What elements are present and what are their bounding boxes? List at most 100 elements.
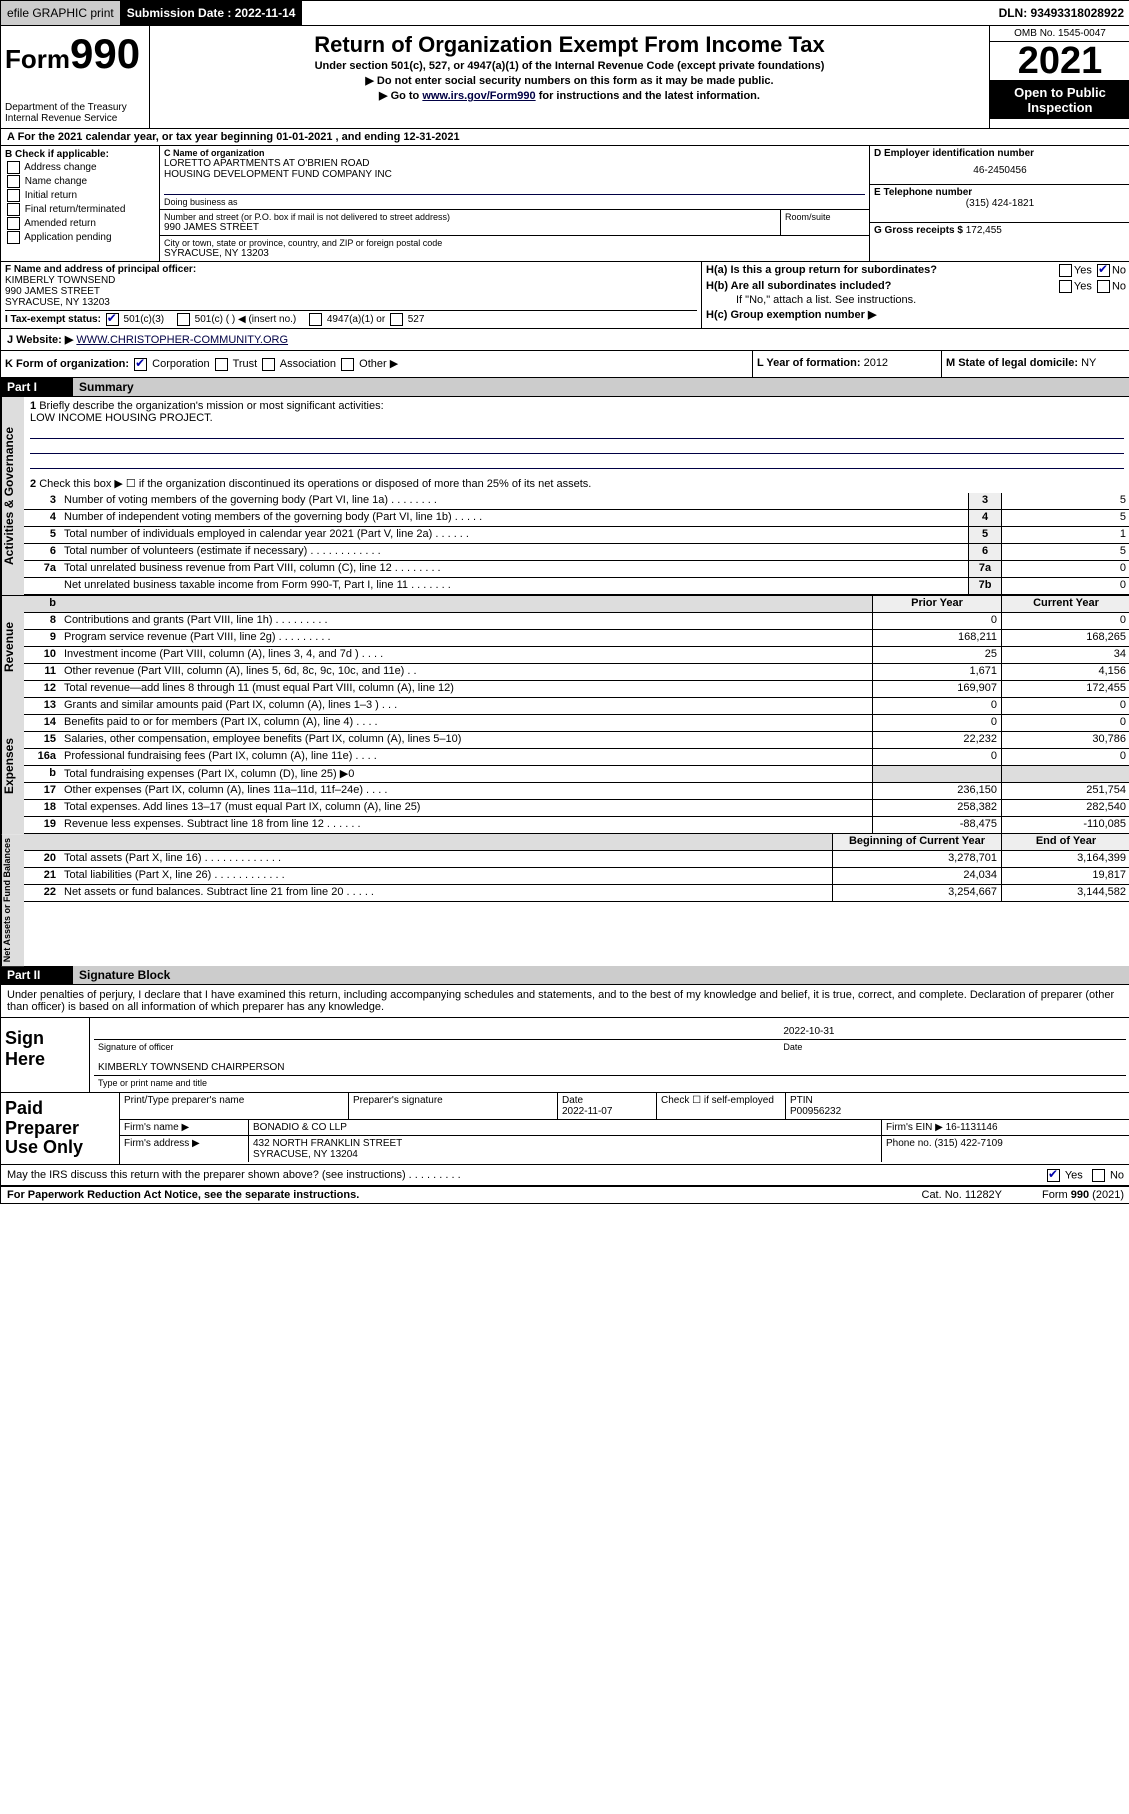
boy-hdr: Beginning of Current Year [832, 834, 1001, 850]
open-public: Open to Public Inspection [990, 81, 1129, 119]
row-a: A For the 2021 calendar year, or tax yea… [1, 129, 1129, 146]
pp-h4[interactable]: Check ☐ if self-employed [657, 1093, 786, 1119]
na-col-header: Beginning of Current Year End of Year [24, 834, 1129, 851]
sign-here-label: Sign Here [1, 1018, 90, 1092]
line-num: 17 [24, 783, 60, 799]
pp-h3: Date [562, 1095, 583, 1106]
line1-text: Briefly describe the organization's miss… [39, 400, 383, 412]
discuss-no[interactable] [1092, 1169, 1105, 1182]
header-right: OMB No. 1545-0047 2021 Open to Public In… [989, 26, 1129, 128]
header-center: Return of Organization Exempt From Incom… [150, 26, 989, 128]
fh-block: F Name and address of principal officer:… [1, 262, 1129, 329]
discuss-row: May the IRS discuss this return with the… [1, 1165, 1129, 1187]
hc-label: H(c) Group exemption number ▶ [706, 308, 1126, 321]
chk-4947[interactable] [309, 313, 322, 326]
b-label: B Check if applicable: [5, 149, 155, 160]
firm-name-label: Firm's name ▶ [120, 1120, 249, 1135]
firm-phone-label: Phone no. [886, 1138, 932, 1149]
cur-val: 19,817 [1001, 868, 1129, 884]
line-num: 16a [24, 749, 60, 765]
b-addr-change[interactable]: Address change [5, 161, 155, 174]
b-name-change[interactable]: Name change [5, 175, 155, 188]
b-check: B Check if applicable: Address change Na… [1, 146, 160, 261]
irs-link[interactable]: www.irs.gov/Form990 [422, 90, 535, 102]
line-text: Total unrelated business revenue from Pa… [60, 561, 968, 577]
j-label: J Website: ▶ [7, 334, 73, 346]
line-box: 4 [968, 510, 1001, 526]
k-other[interactable] [341, 358, 354, 371]
chk-501c[interactable] [177, 313, 190, 326]
line-text: Other revenue (Part VIII, column (A), li… [60, 664, 872, 680]
phone-val: (315) 424-1821 [874, 198, 1126, 209]
chk-527[interactable] [390, 313, 403, 326]
data-line: 11 Other revenue (Part VIII, column (A),… [24, 664, 1129, 681]
prior-val: 3,278,701 [832, 851, 1001, 867]
officer-addr2: SYRACUSE, NY 13203 [5, 297, 697, 308]
line-text: Total number of individuals employed in … [60, 527, 968, 543]
cur-val: -110,085 [1001, 817, 1129, 833]
b-initial[interactable]: Initial return [5, 189, 155, 202]
gross-receipts: 172,455 [966, 225, 1002, 236]
line-num: 22 [24, 885, 60, 901]
k-corp[interactable] [134, 358, 147, 371]
k-label: K Form of organization: [5, 358, 129, 370]
room-label: Room/suite [785, 212, 865, 222]
line-num: 19 [24, 817, 60, 833]
data-line: 9 Program service revenue (Part VIII, li… [24, 630, 1129, 647]
line-val: 1 [1001, 527, 1129, 543]
b-final[interactable]: Final return/terminated [5, 203, 155, 216]
line-text: Grants and similar amounts paid (Part IX… [60, 698, 872, 714]
hb-yes[interactable] [1059, 280, 1072, 293]
k-trust[interactable] [215, 358, 228, 371]
website-link[interactable]: WWW.CHRISTOPHER-COMMUNITY.ORG [76, 334, 288, 346]
form-title: Return of Organization Exempt From Incom… [158, 32, 981, 58]
prior-val: 258,382 [872, 800, 1001, 816]
c-name-label: C Name of organization [164, 148, 865, 158]
i-label: I Tax-exempt status: [5, 314, 101, 325]
footer-mid: Cat. No. 11282Y [922, 1189, 1003, 1201]
prior-val: 168,211 [872, 630, 1001, 646]
sign-date-val: 2022-10-31 [779, 1024, 1126, 1039]
cur-val: 30,786 [1001, 732, 1129, 748]
cur-val: 0 [1001, 613, 1129, 629]
discuss-text: May the IRS discuss this return with the… [7, 1169, 461, 1181]
line2-text: Check this box ▶ ☐ if the organization d… [39, 478, 591, 490]
efile-btn[interactable]: efile GRAPHIC print [1, 1, 121, 25]
pp-h5: PTIN [790, 1095, 813, 1106]
line-text: Net assets or fund balances. Subtract li… [60, 885, 832, 901]
cur-val: 3,164,399 [1001, 851, 1129, 867]
discuss-yes[interactable] [1047, 1169, 1060, 1182]
data-line: 19 Revenue less expenses. Subtract line … [24, 817, 1129, 834]
chk-501c3[interactable] [106, 313, 119, 326]
b-amended[interactable]: Amended return [5, 217, 155, 230]
hb-no[interactable] [1097, 280, 1110, 293]
line-box: 5 [968, 527, 1001, 543]
g-label: G Gross receipts $ [874, 225, 963, 236]
ha-no[interactable] [1097, 264, 1110, 277]
b-pending[interactable]: Application pending [5, 231, 155, 244]
penalty-text: Under penalties of perjury, I declare th… [1, 985, 1129, 1018]
h-note: If "No," attach a list. See instructions… [706, 294, 1126, 306]
netassets-block: Net Assets or Fund Balances Beginning of… [1, 834, 1129, 966]
line1-val: LOW INCOME HOUSING PROJECT. [30, 412, 213, 424]
city-label: City or town, state or province, country… [164, 238, 865, 248]
dba-label: Doing business as [164, 197, 865, 207]
line-val: 0 [1001, 578, 1129, 594]
subtitle-3: ▶ Go to www.irs.gov/Form990 for instruct… [158, 89, 981, 102]
dept-treasury: Department of the Treasury [5, 102, 145, 113]
line-box: 6 [968, 544, 1001, 560]
ha-yes[interactable] [1059, 264, 1072, 277]
firm-addr-label: Firm's address ▶ [120, 1136, 249, 1162]
data-line: 10 Investment income (Part VIII, column … [24, 647, 1129, 664]
line-num: 7a [24, 561, 60, 577]
officer-addr1: 990 JAMES STREET [5, 286, 697, 297]
d-label: D Employer identification number [874, 148, 1126, 159]
line-text: Net unrelated business taxable income fr… [60, 578, 968, 594]
data-line: 14 Benefits paid to or for members (Part… [24, 715, 1129, 732]
cur-val: 251,754 [1001, 783, 1129, 799]
line-num: 5 [24, 527, 60, 543]
k-assoc[interactable] [262, 358, 275, 371]
prior-val: 1,671 [872, 664, 1001, 680]
prior-val: 3,254,667 [832, 885, 1001, 901]
data-line: 12 Total revenue—add lines 8 through 11 … [24, 681, 1129, 698]
